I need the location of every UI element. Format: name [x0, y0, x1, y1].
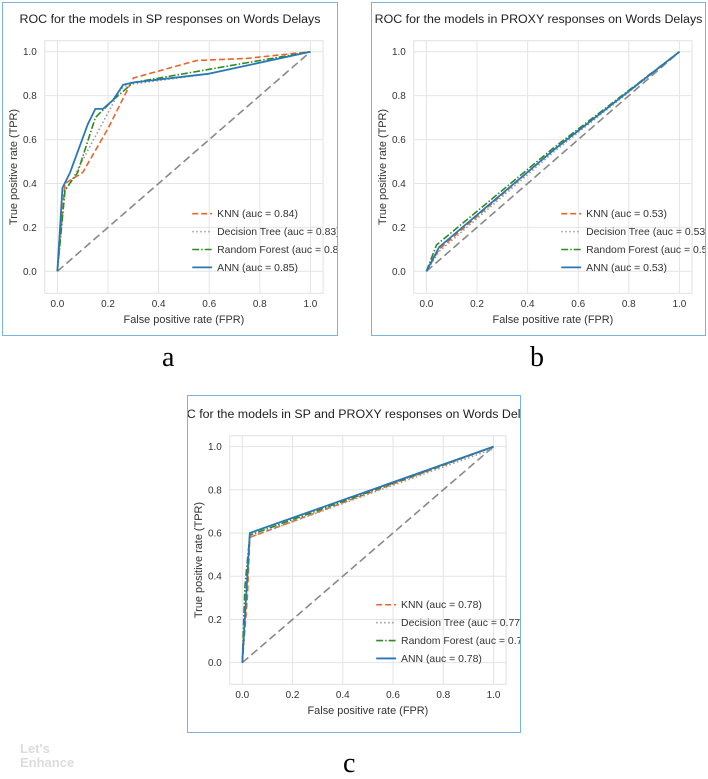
roc-chart-a: 0.0 0.2 0.4 0.6 0.8 1.0 0.0 0.2 0.4 0.6 0.8 1.0 ROC …	[8, 12, 337, 326]
panel-label-b: b	[530, 342, 544, 373]
x-tick-label: 0.4	[521, 299, 535, 310]
x-tick-label: 1.0	[304, 299, 318, 310]
roc-panel-a: 0.0 0.2 0.4 0.6 0.8 1.0 0.0 0.2 0.4 0.6 0.8 1.0 ROC …	[2, 2, 338, 336]
x-axis-label: False positive rate (FPR)	[308, 705, 429, 717]
x-tick-label: 0.2	[470, 299, 484, 310]
y-tick-label: 0.0	[392, 267, 406, 278]
legend-entry-ann: ANN (auc = 0.53)	[586, 263, 667, 274]
y-tick-label: 0.2	[23, 223, 37, 234]
y-tick-label: 0.4	[208, 572, 222, 583]
y-axis-label: True positive rate (TPR)	[193, 502, 205, 618]
roc-curve-rf	[425, 51, 680, 272]
legend-entry-dtree: Decision Tree (auc = 0.77)	[401, 618, 520, 629]
chart-title: ROC for the models in SP and PROXY respo…	[188, 407, 520, 421]
chance-diagonal-line	[241, 445, 495, 664]
roc-curve-ann	[241, 445, 494, 663]
legend-entry-ann: ANN (auc = 0.85)	[217, 263, 298, 274]
y-tick-label: 1.0	[208, 442, 222, 453]
legend-entry-dtree: Decision Tree (auc = 0.53)	[586, 227, 705, 238]
watermark-line-1: Let's	[20, 741, 50, 756]
roc-panel-b: 0.0 0.2 0.4 0.6 0.8 1.0 0.0 0.2 0.4 0.6 0.8 1.0 ROC …	[371, 2, 706, 336]
y-tick-label: 1.0	[392, 47, 406, 58]
legend-entry-knn: KNN (auc = 0.84)	[217, 209, 298, 220]
watermark-line-2: Enhance	[20, 755, 75, 770]
legend-entry-knn: KNN (auc = 0.78)	[401, 600, 482, 611]
roc-curve-ann	[56, 50, 311, 272]
x-tick-label: 0.0	[235, 690, 249, 701]
plot-area	[229, 435, 507, 685]
legend-entry-rf: Random Forest (auc = 0.79)	[401, 636, 520, 647]
x-tick-label: 0.0	[419, 299, 433, 310]
y-tick-label: 0.8	[208, 485, 222, 496]
x-tick-label: 0.6	[386, 690, 400, 701]
x-axis-label: False positive rate (FPR)	[493, 314, 614, 326]
legend-entry-ann: ANN (auc = 0.78)	[401, 654, 482, 665]
y-tick-label: 0.0	[208, 658, 222, 669]
y-axis-label: True positive rate (TPR)	[377, 109, 389, 225]
y-tick-label: 0.6	[392, 135, 406, 146]
x-tick-label: 0.2	[101, 299, 115, 310]
x-tick-label: 0.4	[336, 690, 350, 701]
roc-chart-b: 0.0 0.2 0.4 0.6 0.8 1.0 0.0 0.2 0.4 0.6 0.8 1.0 ROC …	[375, 12, 705, 326]
legend-entry-rf: Random Forest (auc = 0.85)	[217, 245, 337, 256]
plot-area	[413, 40, 693, 294]
roc-chart-c: 0.0 0.2 0.4 0.6 0.8 1.0 0.0 0.2 0.4 0.6 0.8 1.0 ROC …	[188, 407, 520, 717]
roc-curve-ann	[425, 51, 681, 272]
y-tick-label: 1.0	[23, 47, 37, 58]
chance-diagonal-line	[425, 51, 680, 272]
x-tick-label: 0.8	[436, 690, 450, 701]
x-tick-label: 0.6	[202, 299, 216, 310]
y-tick-label: 0.8	[23, 91, 37, 102]
y-tick-label: 0.0	[23, 267, 37, 278]
y-tick-label: 0.4	[392, 179, 406, 190]
chance-diagonal-line	[56, 51, 311, 272]
legend-entry-rf: Random Forest (auc = 0.54)	[586, 245, 705, 256]
roc-curve-rf	[56, 50, 311, 272]
y-tick-label: 0.4	[23, 179, 37, 190]
legend-entry-knn: KNN (auc = 0.53)	[586, 209, 667, 220]
roc-curve-knn	[56, 50, 311, 272]
y-tick-label: 0.6	[23, 135, 37, 146]
y-tick-label: 0.8	[392, 91, 406, 102]
x-tick-label: 0.8	[622, 299, 636, 310]
y-tick-label: 0.2	[208, 615, 222, 626]
x-tick-label: 0.0	[50, 299, 64, 310]
chart-title: ROC for the models in PROXY responses on…	[375, 12, 703, 26]
x-axis-label: False positive rate (FPR)	[124, 314, 245, 326]
chart-title: ROC for the models in SP responses on Wo…	[20, 12, 321, 26]
x-tick-label: 0.4	[152, 299, 166, 310]
roc-curve-dtree	[241, 447, 494, 663]
x-tick-label: 0.6	[571, 299, 585, 310]
x-tick-label: 1.0	[673, 299, 687, 310]
roc-panel-c: 0.0 0.2 0.4 0.6 0.8 1.0 0.0 0.2 0.4 0.6 0.8 1.0 ROC …	[187, 395, 521, 733]
plot-area	[44, 40, 324, 294]
panel-label-a: a	[162, 342, 175, 373]
x-tick-label: 1.0	[487, 690, 501, 701]
y-tick-label: 0.6	[208, 528, 222, 539]
watermark: Let's Enhance	[20, 742, 74, 770]
y-tick-label: 0.2	[392, 223, 406, 234]
x-tick-label: 0.2	[286, 690, 300, 701]
y-axis-label: True positive rate (TPR)	[8, 109, 20, 225]
panel-label-c: c	[343, 748, 356, 779]
legend-entry-dtree: Decision Tree (auc = 0.83)	[217, 227, 337, 238]
x-tick-label: 0.8	[253, 299, 267, 310]
